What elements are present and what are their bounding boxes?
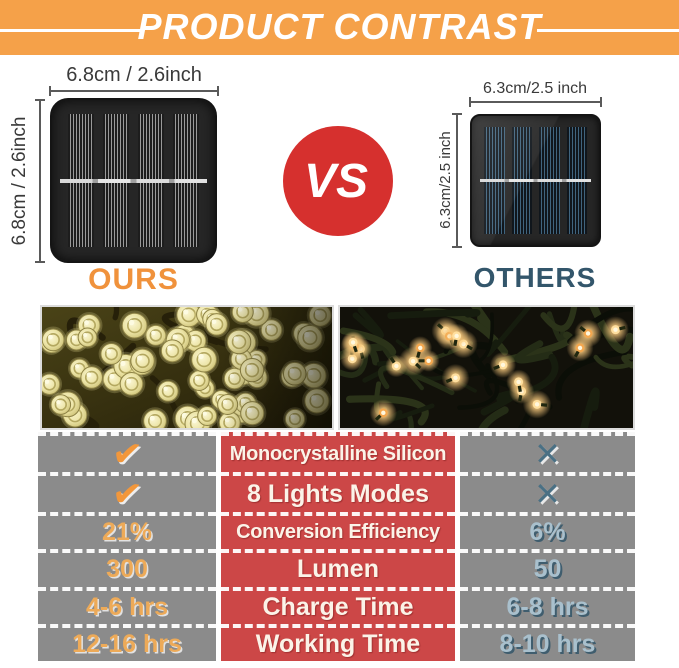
banner-divider-right <box>537 29 679 32</box>
table-cell-others: 50 <box>460 549 635 587</box>
others-value: 8-10 hrs <box>499 629 596 658</box>
ours-height-label: 6.8cm / 2.6inch <box>9 116 30 246</box>
ours-value: 300 <box>106 555 148 584</box>
others-value: 50 <box>533 555 562 584</box>
dimension-tick <box>452 246 462 248</box>
vs-label: VS <box>303 154 369 208</box>
table-cell-ours: 300 <box>38 549 216 587</box>
table-cell-ours: ✔ <box>38 431 216 476</box>
others-height-dimension-line <box>456 114 458 247</box>
table-cell-others: 6% <box>460 512 635 550</box>
feature-label: 8 Lights Modes <box>247 479 429 508</box>
dimension-tick <box>600 97 602 107</box>
panel-reflection <box>472 116 599 245</box>
table-cell-feature: Monocrystalline Silicon <box>221 432 455 472</box>
others-value: 6% <box>529 518 566 547</box>
table-cell-others: 6-8 hrs <box>460 586 635 624</box>
cross-icon: ✕ <box>534 476 561 512</box>
ours-value: 12-16 hrs <box>72 629 182 658</box>
dimension-tick <box>452 113 462 115</box>
table-cell-ours: 12-16 hrs <box>38 623 216 661</box>
check-icon: ✔ <box>109 431 145 476</box>
banner-divider-left <box>0 29 142 32</box>
check-icon: ✔ <box>109 471 145 516</box>
table-cell-ours: 4-6 hrs <box>38 586 216 624</box>
others-width-label: 6.3cm/2.5 inch <box>482 80 588 97</box>
feature-label: Monocrystalline Silicon <box>229 442 447 465</box>
table-cell-ours: 21% <box>38 512 216 550</box>
others-value: 6-8 hrs <box>506 592 589 621</box>
table-cell-feature: Working Time <box>221 623 455 661</box>
vs-badge: VS <box>283 126 393 236</box>
dimension-tick <box>35 261 45 263</box>
ours-solar-panel <box>50 98 217 263</box>
ours-height-dimension-line <box>39 100 41 263</box>
ours-string-lights-photo <box>40 305 334 430</box>
table-cell-feature: Conversion Efficiency <box>221 512 455 550</box>
page-title: PRODUCT CONTRAST <box>137 6 542 47</box>
table-cell-ours: ✔ <box>38 471 216 516</box>
ours-width-label: 6.8cm / 2.6inch <box>66 64 202 86</box>
comparison-table: ✔ Monocrystalline Silicon ✕ ✔ 8 Lights M… <box>38 432 635 661</box>
feature-label: Charge Time <box>262 592 414 621</box>
table-cell-others: ✕ <box>460 432 635 472</box>
table-cell-feature: 8 Lights Modes <box>221 472 455 512</box>
others-width-dimension-line <box>470 101 601 103</box>
others-label: OTHERS <box>473 262 597 293</box>
others-height-label: 6.3cm/2.5 inch <box>437 131 454 229</box>
feature-label: Lumen <box>297 555 379 584</box>
table-cell-others: 8-10 hrs <box>460 623 635 661</box>
feature-label: Conversion Efficiency <box>236 521 440 544</box>
table-cell-others: ✕ <box>460 472 635 512</box>
header-banner: PRODUCT CONTRAST <box>0 0 679 55</box>
feature-label: Working Time <box>255 629 421 658</box>
others-solar-panel <box>470 114 601 247</box>
dimension-tick <box>35 99 45 101</box>
dimension-tick <box>217 86 219 96</box>
dimension-tick <box>469 97 471 107</box>
table-cell-feature: Charge Time <box>221 586 455 624</box>
solar-busbar <box>480 178 591 182</box>
ours-label: OURS <box>88 263 179 296</box>
cross-icon: ✕ <box>534 436 561 472</box>
table-cell-feature: Lumen <box>221 549 455 587</box>
ours-width-dimension-line <box>50 90 218 92</box>
others-string-lights-photo <box>338 305 635 430</box>
dimension-tick <box>49 86 51 96</box>
ours-value: 4-6 hrs <box>86 592 168 621</box>
ours-value: 21% <box>101 518 153 547</box>
solar-busbar <box>60 178 207 183</box>
